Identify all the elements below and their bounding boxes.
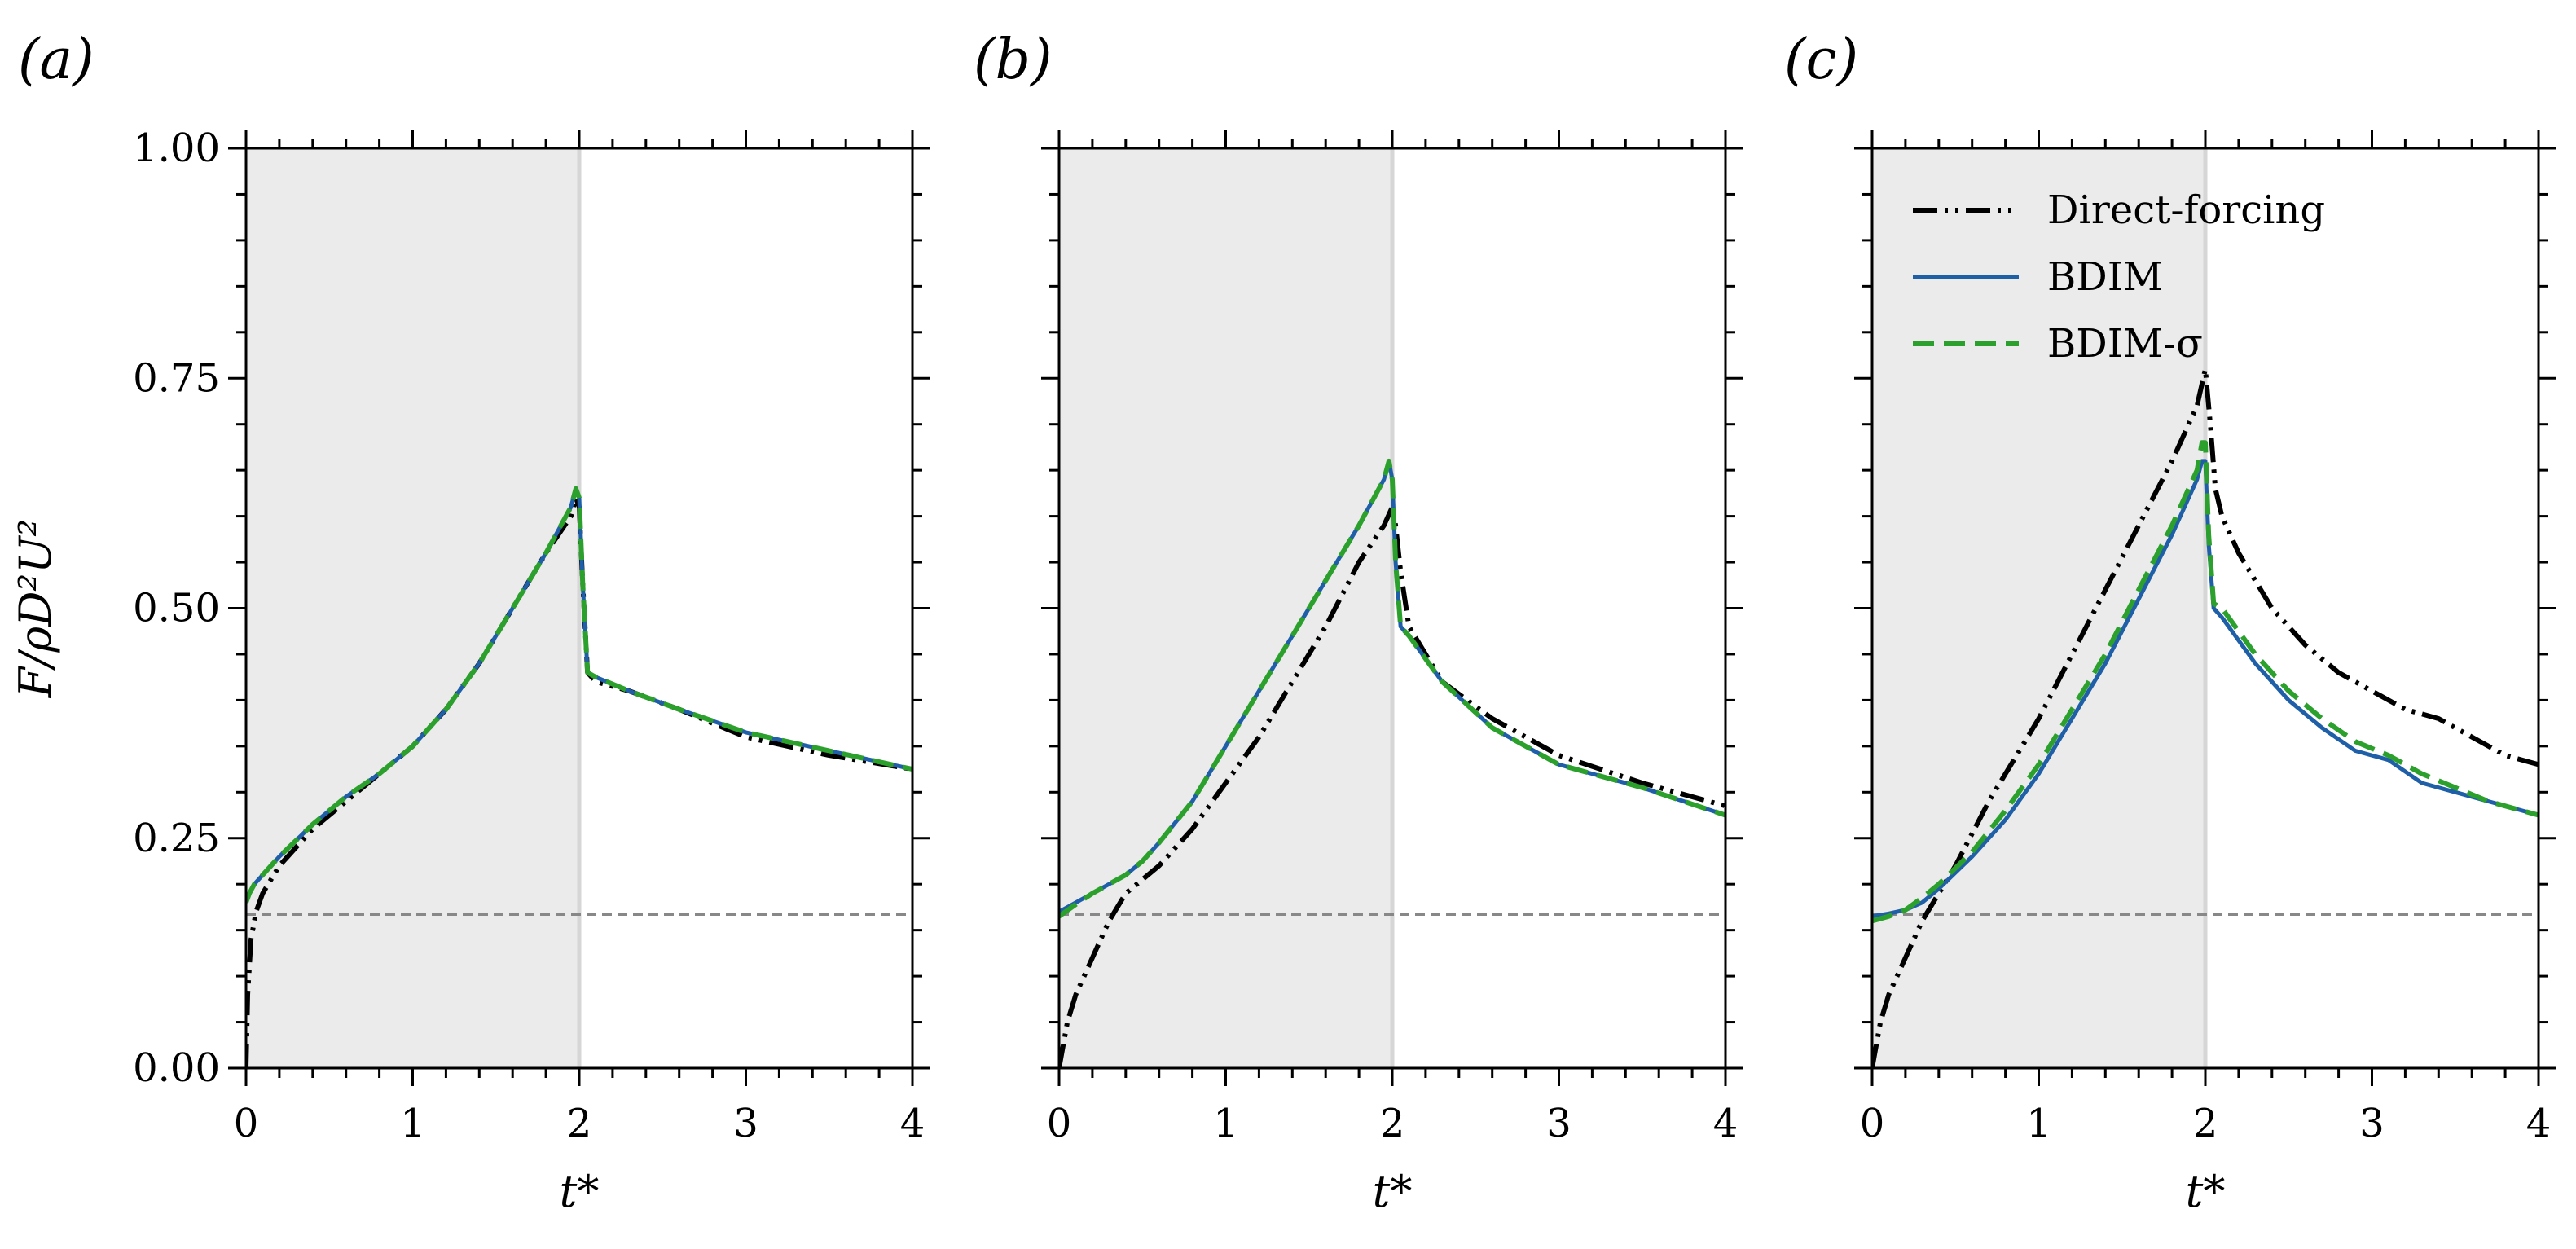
x-axis-label: t* — [2186, 1166, 2226, 1217]
x-tick-label: 4 — [2526, 1101, 2552, 1146]
x-axis-label: t* — [560, 1166, 600, 1217]
x-tick-label: 1 — [400, 1101, 425, 1146]
panel-letter: (c) — [1784, 28, 1858, 92]
series-group — [246, 486, 912, 1068]
series-line-bdim — [246, 486, 912, 904]
x-tick-label: 4 — [1713, 1101, 1739, 1146]
x-tick-label: 3 — [733, 1101, 758, 1146]
legend-label: Direct-forcing — [2047, 187, 2325, 233]
x-tick-label: 1 — [1213, 1101, 1238, 1146]
series-line-direct-forcing — [1872, 367, 2539, 1068]
x-tick-label: 3 — [1546, 1101, 1572, 1146]
shaded-region — [246, 148, 579, 1068]
series-line-direct-forcing — [1059, 504, 1725, 1068]
x-tick-label: 2 — [1380, 1101, 1405, 1146]
panel-3: 0 1 2 3 4 t* (c) Direct-forcing BDIM BDIM-σ — [1784, 28, 2556, 1217]
legend: Direct-forcing BDIM BDIM-σ — [1913, 187, 2325, 367]
y-axis-label: F/ρD²U² — [10, 519, 61, 699]
panel-1: 0 1 2 3 4 0.00 0.25 0.50 0.75 1.00 t* (a) — [18, 28, 930, 1217]
x-tick-label: 3 — [2359, 1101, 2385, 1146]
y-tick-label: 0.25 — [133, 816, 220, 861]
shaded-region — [1059, 148, 1392, 1068]
series-group — [1872, 367, 2539, 1068]
legend-label: BDIM-σ — [2047, 321, 2203, 367]
series-line-bdim — [1872, 440, 2539, 924]
x-tick-label: 2 — [567, 1101, 592, 1146]
panel-2: 0 1 2 3 4 t* (b) — [974, 28, 1743, 1217]
x-tick-label: 2 — [2193, 1101, 2218, 1146]
y-tick-label: 1.00 — [133, 125, 220, 171]
x-tick-label: 0 — [1047, 1101, 1072, 1146]
y-tick-label: 0.50 — [133, 586, 220, 631]
panel-letter: (a) — [18, 28, 95, 92]
x-axis-label: t* — [1373, 1166, 1413, 1217]
series-line-bdim — [1059, 458, 1725, 919]
x-tick-label: 0 — [234, 1101, 259, 1146]
x-tick-label: 4 — [900, 1101, 925, 1146]
y-tick-label: 0.00 — [133, 1045, 220, 1091]
y-tick-label: 0.75 — [133, 355, 220, 401]
x-tick-label: 1 — [2026, 1101, 2051, 1146]
legend-label: BDIM — [2047, 254, 2163, 300]
panel-letter: (b) — [974, 28, 1053, 92]
series-line-bdim — [1872, 459, 2539, 919]
series-group — [1059, 458, 1725, 1068]
x-tick-label: 0 — [1860, 1101, 1885, 1146]
panels: 0 1 2 3 4 0.00 0.25 0.50 0.75 1.00 t* (a) 0 1 2 3 4 t* (b)… — [18, 28, 2556, 1217]
